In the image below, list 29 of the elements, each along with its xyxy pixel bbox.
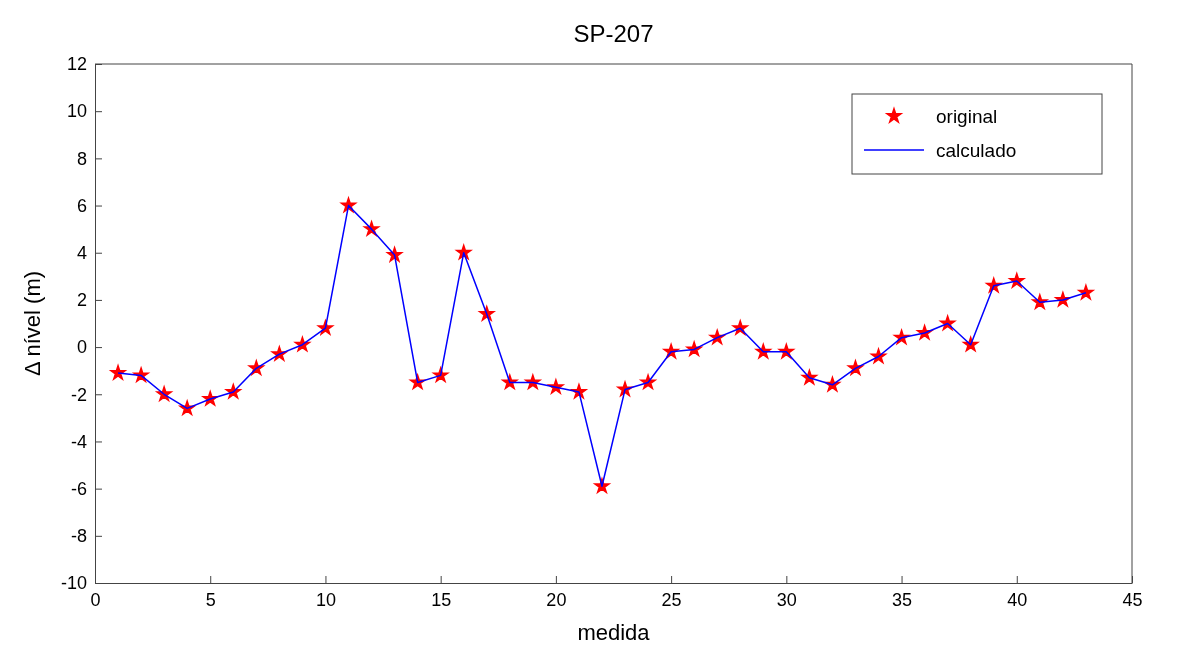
x-tick-label: 15 [431,589,452,610]
x-tick-label: 0 [90,589,101,610]
y-tick-label: -6 [70,478,87,499]
x-tick-label: 30 [776,589,797,610]
legend-label: original [936,106,998,127]
y-tick-label: 6 [76,195,87,216]
y-tick-label: 2 [76,290,87,311]
y-tick-label: 10 [66,101,87,122]
x-tick-label: 40 [1007,589,1028,610]
chart-title: SP-207 [573,20,654,47]
x-tick-label: 5 [205,589,216,610]
x-tick-label: 35 [892,589,913,610]
y-tick-label: -10 [60,573,87,594]
legend-label: calculado [936,140,1017,161]
x-tick-label: 20 [546,589,567,610]
y-tick-label: -2 [70,384,87,405]
x-tick-label: 10 [315,589,336,610]
y-tick-label: 12 [66,54,87,75]
point [1078,284,1094,300]
y-tick-label: -4 [70,431,87,452]
y-axis-title: Δ nível (m) [20,270,45,377]
y-tick-label: 4 [76,242,87,263]
x-axis-title: medida [577,620,651,645]
point [110,364,126,380]
x-tick-label: 25 [661,589,682,610]
y-tick-label: -8 [70,526,87,547]
x-tick-label: 45 [1122,589,1143,610]
y-tick-label: 8 [76,148,87,169]
y-tick-label: 0 [76,337,87,358]
